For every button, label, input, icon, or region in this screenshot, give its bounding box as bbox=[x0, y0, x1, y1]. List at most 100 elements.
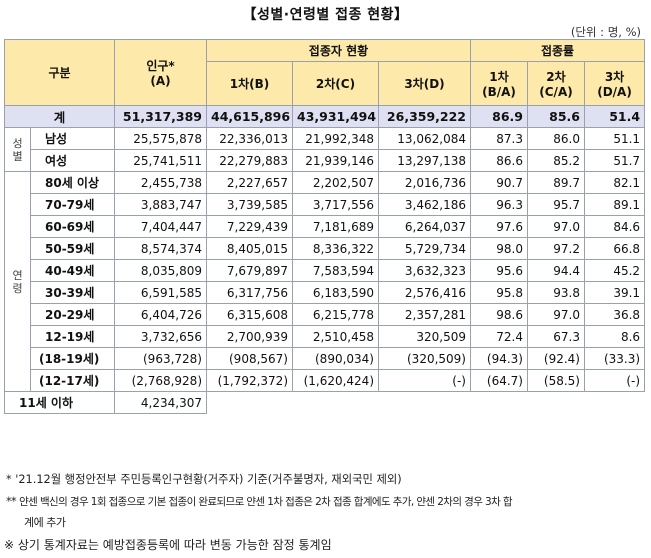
header-dose2: 2차(C) bbox=[292, 61, 379, 106]
row-label: 11세 이하 bbox=[4, 391, 115, 414]
footnote-2-cont: 계에 추가 bbox=[24, 516, 66, 529]
footnote-1: * '21.12월 행정안전부 주민등록인구현황(거주자) 기준(거주불명자, … bbox=[6, 471, 402, 487]
cell: 95.8 bbox=[470, 281, 528, 304]
cell: 3,883,747 bbox=[114, 193, 207, 216]
table-row: 50-59세 8,574,374 8,405,015 8,336,322 5,7… bbox=[5, 237, 646, 260]
cell: (890,034) bbox=[292, 347, 379, 370]
cell: 89.7 bbox=[527, 171, 585, 194]
table-row: 12-19세 3,732,656 2,700,939 2,510,458 320… bbox=[5, 325, 646, 348]
gender-group-char: 성 bbox=[12, 136, 23, 150]
unit-label: (단위 : 명, %) bbox=[570, 25, 641, 39]
cell: 96.3 bbox=[470, 193, 528, 216]
row-label: (12-17세) bbox=[30, 369, 115, 392]
header-rate1-label: 1차 bbox=[489, 70, 509, 84]
cell: 97.0 bbox=[527, 303, 585, 326]
footnote-text: '21.12월 행정안전부 주민등록인구현황(거주자) 기준(거주불명자, 재외… bbox=[15, 473, 402, 486]
cell: 6,317,756 bbox=[206, 281, 293, 304]
footnote-2: ** 얀센 백신의 경우 1회 접종으로 기본 접종이 완료되므로 얀센 1차 … bbox=[6, 494, 646, 509]
cell: 8,336,322 bbox=[292, 237, 379, 260]
cell: 2,576,416 bbox=[378, 281, 471, 304]
footnote-mark: * bbox=[6, 473, 12, 486]
header-rate2: 2차 (C/A) bbox=[527, 61, 585, 106]
cell: 86.6 bbox=[470, 149, 528, 172]
cell: 6,591,585 bbox=[114, 281, 207, 304]
cell: 22,336,013 bbox=[206, 127, 293, 150]
row-label: 20-29세 bbox=[30, 303, 115, 326]
cell: 2,700,939 bbox=[206, 325, 293, 348]
table-row: 30-39세 6,591,585 6,317,756 6,183,590 2,5… bbox=[5, 281, 646, 304]
cell: 3,717,556 bbox=[292, 193, 379, 216]
cell: 87.3 bbox=[470, 127, 528, 150]
cell: 94.4 bbox=[527, 259, 585, 282]
cell: 95.7 bbox=[527, 193, 585, 216]
cell: 21,939,146 bbox=[292, 149, 379, 172]
cell: 85.2 bbox=[527, 149, 585, 172]
cell: 98.6 bbox=[470, 303, 528, 326]
row-label: (18-19세) bbox=[30, 347, 115, 370]
cell: 89.1 bbox=[583, 193, 646, 216]
header-population-sub: (A) bbox=[150, 74, 171, 88]
cell: 51.1 bbox=[583, 127, 646, 150]
row-label: 여성 bbox=[30, 149, 115, 172]
cell: 93.8 bbox=[527, 281, 585, 304]
table-row: (12-17세) (2,768,928) (1,792,372) (1,620,… bbox=[5, 369, 646, 392]
header-rate3-sub: (D/A) bbox=[597, 85, 632, 99]
cell: 36.8 bbox=[583, 303, 646, 326]
gender-group-char: 별 bbox=[12, 149, 23, 163]
cell: 2,510,458 bbox=[292, 325, 379, 348]
cell: 6,183,590 bbox=[292, 281, 379, 304]
cell: 95.6 bbox=[470, 259, 528, 282]
table-row: 40-49세 8,035,809 7,679,897 7,583,594 3,6… bbox=[5, 259, 646, 282]
cell: 8,405,015 bbox=[206, 237, 293, 260]
cell: 6,404,726 bbox=[114, 303, 207, 326]
footnote-text: 얀센 백신의 경우 1회 접종으로 기본 접종이 완료되므로 얀센 1차 접종은… bbox=[19, 496, 512, 508]
total-dose1: 44,615,896 bbox=[206, 105, 293, 128]
cell: (963,728) bbox=[114, 347, 207, 370]
header-rate2-label: 2차 bbox=[546, 70, 566, 84]
cell: 67.3 bbox=[527, 325, 585, 348]
cell: (64.7) bbox=[470, 369, 528, 392]
header-rate: 접종률 bbox=[469, 39, 646, 62]
cell: 2,357,281 bbox=[378, 303, 471, 326]
row-label: 70-79세 bbox=[30, 193, 115, 216]
cell: 8,035,809 bbox=[114, 259, 207, 282]
cell: 98.0 bbox=[470, 237, 528, 260]
cell: 6,264,037 bbox=[378, 215, 471, 238]
cell: 7,229,439 bbox=[206, 215, 293, 238]
cell: (92.4) bbox=[527, 347, 585, 370]
footnote-3: ※ 상기 통계자료는 예방접종등록에 따라 변동 가능한 잠정 통계임 bbox=[4, 538, 332, 552]
header-vaccinated: 접종자 현황 bbox=[206, 39, 471, 62]
header-dose3: 3차(D) bbox=[378, 61, 471, 106]
age-group-char: 연 bbox=[12, 268, 23, 282]
row-label: 50-59세 bbox=[30, 237, 115, 260]
vaccination-table: 구분 인구* (A) 접종자 현황 접종률 1차(B) 2차(C) 3차(D) … bbox=[4, 39, 646, 414]
cell: (2,768,928) bbox=[114, 369, 207, 392]
cell: 86.0 bbox=[527, 127, 585, 150]
cell: 3,732,656 bbox=[114, 325, 207, 348]
cell: 3,462,186 bbox=[378, 193, 471, 216]
cell: 7,583,594 bbox=[292, 259, 379, 282]
total-dose2: 43,931,494 bbox=[292, 105, 379, 128]
table-row: 11세 이하 4,234,307 bbox=[4, 391, 645, 414]
total-rate2: 85.6 bbox=[527, 105, 585, 128]
cell: 22,279,883 bbox=[206, 149, 293, 172]
cell: (1,792,372) bbox=[206, 369, 293, 392]
cell: 4,234,307 bbox=[114, 391, 207, 414]
cell: 6,315,608 bbox=[206, 303, 293, 326]
header-category: 구분 bbox=[4, 39, 115, 106]
cell: (58.5) bbox=[527, 369, 585, 392]
total-rate3: 51.4 bbox=[583, 105, 646, 128]
total-rate1: 86.9 bbox=[470, 105, 528, 128]
header-rate2-sub: (C/A) bbox=[539, 85, 573, 99]
cell: 25,575,878 bbox=[114, 127, 207, 150]
table-row: 연 령 80세 이상 2,455,738 2,227,657 2,202,507… bbox=[4, 171, 646, 392]
header-population-label: 인구* bbox=[146, 59, 175, 73]
header-rate3: 3차 (D/A) bbox=[583, 61, 646, 106]
cell: 21,992,348 bbox=[292, 127, 379, 150]
cell: (94.3) bbox=[470, 347, 528, 370]
cell: 82.1 bbox=[583, 171, 646, 194]
header-dose1: 1차(B) bbox=[206, 61, 293, 106]
header-population: 인구* (A) bbox=[114, 39, 207, 106]
row-label: 60-69세 bbox=[30, 215, 115, 238]
table-row: 여성 25,741,511 22,279,883 21,939,146 13,2… bbox=[5, 149, 646, 172]
